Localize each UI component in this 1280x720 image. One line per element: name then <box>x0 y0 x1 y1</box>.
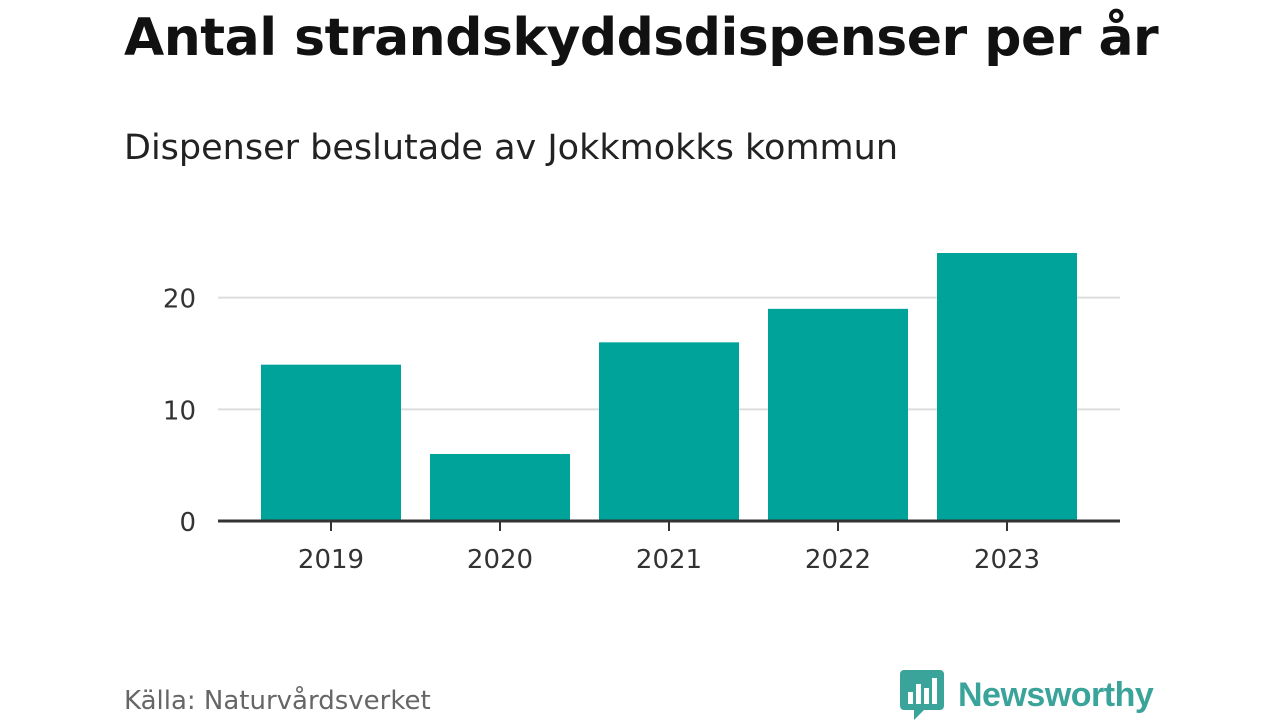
bar-chart-bubble-icon <box>900 670 944 720</box>
x-tick-label: 2019 <box>298 545 364 575</box>
bar-2019 <box>261 364 401 521</box>
x-tick-label: 2020 <box>467 545 533 575</box>
newsworthy-logo: Newsworthy <box>900 670 1154 720</box>
chart-subtitle: Dispenser beslutade av Jokkmokks kommun <box>124 128 899 168</box>
x-tick-label: 2023 <box>974 545 1040 575</box>
bar-2023 <box>937 253 1077 521</box>
bar-2021 <box>599 342 739 521</box>
x-tick-label: 2022 <box>805 545 871 575</box>
y-tick-label: 0 <box>179 508 196 538</box>
source-note: Källa: Naturvårdsverket <box>124 686 431 716</box>
bar-2022 <box>768 308 908 521</box>
chart-title: Antal strandskyddsdispenser per år <box>124 8 1159 68</box>
brand-name: Newsworthy <box>958 675 1154 714</box>
x-tick-label: 2021 <box>636 545 702 575</box>
bar-2020 <box>430 454 570 521</box>
y-tick-label: 10 <box>163 396 196 426</box>
y-tick-label: 20 <box>163 285 196 315</box>
